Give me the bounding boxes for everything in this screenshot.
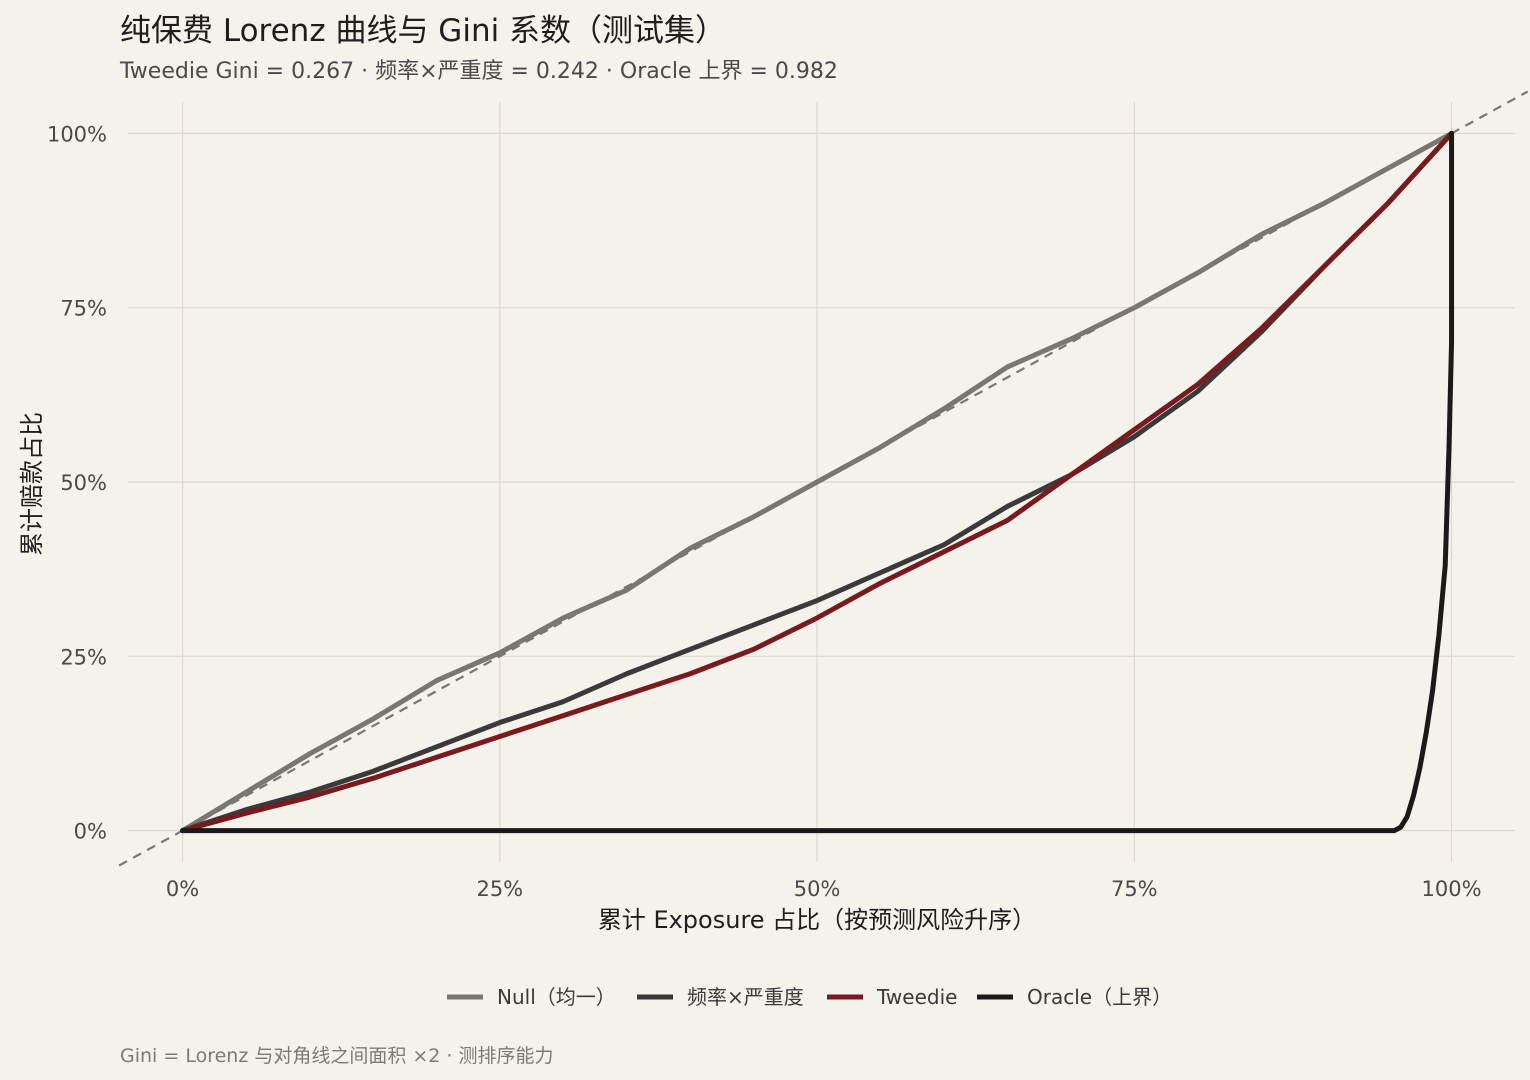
x-tick-label: 100% [1422, 877, 1482, 901]
legend: Null（均一） 频率×严重度 Tweedie Oracle（上界） [447, 985, 1172, 1009]
chart-title: 纯保费 Lorenz 曲线与 Gini 系数（测试集） [120, 13, 726, 49]
y-axis-title: 累计赔款占比 [18, 412, 46, 556]
legend-label: 频率×严重度 [687, 985, 804, 1009]
legend-item-1: Null（均一） [447, 985, 616, 1009]
x-tick-label: 50% [794, 877, 841, 901]
series-group [180, 130, 1455, 834]
y-tick-label: 75% [60, 297, 107, 321]
y-tick-label: 0% [74, 820, 107, 844]
y-axis-ticks: 0% 25% 50% 75% 100% [47, 122, 107, 843]
chart-subtitle: Tweedie Gini = 0.267 · 频率×严重度 = 0.242 · … [119, 59, 838, 84]
x-axis-ticks: 0% 25% 50% 75% 100% [166, 877, 1482, 901]
chart-caption: Gini = Lorenz 与对角线之间面积 ×2 · 测排序能力 [120, 1045, 554, 1067]
series-line-1 [180, 130, 1455, 834]
series-line-4 [180, 130, 1455, 834]
legend-label: Oracle（上界） [1027, 985, 1172, 1009]
x-tick-label: 75% [1111, 877, 1158, 901]
series-line-3 [180, 130, 1455, 834]
legend-item-3: Tweedie [827, 985, 957, 1009]
x-tick-label: 0% [166, 877, 199, 901]
x-tick-label: 25% [476, 877, 523, 901]
y-tick-label: 50% [60, 471, 107, 495]
legend-label: Null（均一） [497, 985, 616, 1009]
series-line-2 [180, 130, 1455, 834]
y-tick-label: 25% [60, 645, 107, 669]
legend-item-4: Oracle（上界） [977, 985, 1172, 1009]
y-tick-label: 100% [47, 122, 107, 146]
x-axis-title: 累计 Exposure 占比（按预测风险升序） [598, 906, 1036, 934]
legend-item-2: 频率×严重度 [637, 985, 804, 1009]
legend-label: Tweedie [876, 985, 957, 1009]
